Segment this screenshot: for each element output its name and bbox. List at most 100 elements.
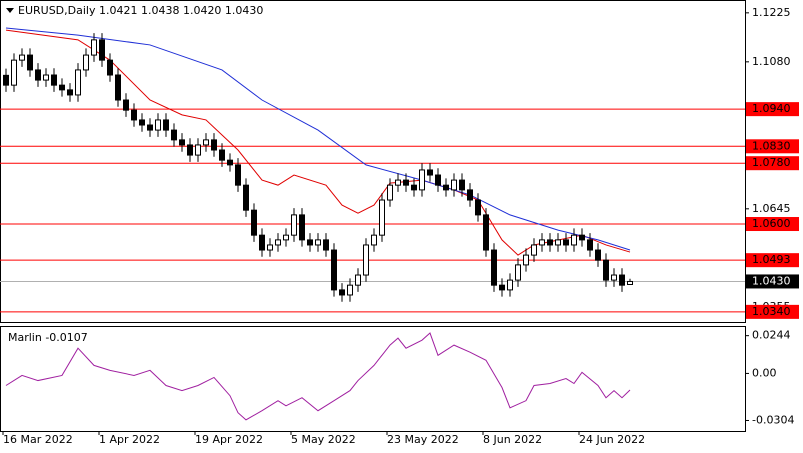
last-price-box <box>746 274 799 289</box>
level-label-box <box>746 253 799 268</box>
x-tick-label: 19 Apr 2022 <box>195 433 263 446</box>
y-tick-label: 0.0244 <box>752 329 791 342</box>
level-label-box <box>746 102 799 117</box>
candle-body <box>435 174 441 186</box>
candle-body <box>131 109 137 121</box>
candle-body <box>83 54 89 71</box>
candle-body <box>403 179 409 186</box>
candle-body <box>371 234 377 246</box>
candle-body <box>3 74 9 86</box>
candle-body <box>35 69 41 81</box>
menu-arrow <box>6 8 14 13</box>
candle-body <box>595 249 601 261</box>
candle-body <box>51 74 57 86</box>
candle-body <box>347 284 353 296</box>
candle-body <box>291 214 297 236</box>
candle-body <box>283 234 289 241</box>
candle-body <box>323 239 329 251</box>
y-tick-label: 0.00 <box>752 366 777 379</box>
candle-body <box>587 239 593 251</box>
candle-body <box>59 84 65 91</box>
level-label: 1.0940 <box>752 102 791 115</box>
candle-body <box>275 239 281 246</box>
candle-body <box>243 184 249 211</box>
x-tick-label: 24 Jun 2022 <box>579 433 645 446</box>
chart-title: EURUSD,Daily 1.0421 1.0438 1.0420 1.0430 <box>18 4 263 17</box>
candle-body <box>363 244 369 276</box>
candle-body <box>331 249 337 291</box>
candle-body <box>579 234 585 241</box>
candle-body <box>475 199 481 216</box>
level-label: 1.0780 <box>752 156 791 169</box>
candle-body <box>235 164 241 186</box>
candle-body <box>523 254 529 266</box>
candle-body <box>499 284 505 291</box>
candle-body <box>115 74 121 101</box>
candle-body <box>355 274 361 286</box>
candle-body <box>419 169 425 191</box>
candle-body <box>187 144 193 156</box>
candle-body <box>467 189 473 201</box>
x-tick-label: 23 May 2022 <box>387 433 459 446</box>
candle-body <box>627 280 633 285</box>
candle-body <box>451 179 457 191</box>
candle-body <box>67 89 73 96</box>
y-tick-label: 1.0645 <box>752 202 791 215</box>
oscillator-title: Marlin -0.0107 <box>8 331 88 344</box>
candle-body <box>315 239 321 246</box>
candle-body <box>75 69 81 96</box>
candle-body <box>483 214 489 251</box>
level-label-box <box>746 156 799 171</box>
candle-body <box>443 184 449 191</box>
oscillator-frame <box>0 326 746 432</box>
y-tick-label: 1.1225 <box>752 6 791 19</box>
oscillator-line <box>5 332 631 421</box>
candle-body <box>539 239 545 246</box>
candle-body <box>395 179 401 186</box>
candle-body <box>123 99 129 111</box>
candle-body <box>195 144 201 156</box>
candle-body <box>147 124 153 131</box>
candle-body <box>19 54 25 61</box>
candle-body <box>211 139 217 151</box>
candle-body <box>307 239 313 246</box>
candle-body <box>171 129 177 141</box>
candle-body <box>107 59 113 76</box>
candle-body <box>555 239 561 246</box>
candle-body <box>507 279 513 291</box>
candle-body <box>339 289 345 296</box>
x-tick-label: 16 Mar 2022 <box>3 433 73 446</box>
last-price-label: 1.0430 <box>752 274 791 287</box>
candle-body <box>99 39 105 61</box>
candle-body <box>139 119 145 126</box>
candle-body <box>563 239 569 246</box>
level-label: 1.0600 <box>752 217 791 230</box>
level-label-box <box>746 304 799 319</box>
candle-body <box>251 209 257 236</box>
main-frame <box>0 0 746 323</box>
candle-body <box>27 54 33 71</box>
candle-body <box>387 184 393 201</box>
candle-body <box>179 139 185 146</box>
y-tick-label: -0.0304 <box>752 413 794 426</box>
candle-body <box>91 39 97 56</box>
candle-body <box>515 264 521 281</box>
candle-body <box>259 234 265 251</box>
moving-average <box>5 29 631 256</box>
x-tick-label: 8 Jun 2022 <box>483 433 542 446</box>
level-label-box <box>746 139 799 154</box>
candle-body <box>155 119 161 131</box>
candle-body <box>547 239 553 246</box>
candle-body <box>459 179 465 191</box>
candle-body <box>411 184 417 191</box>
candle-body <box>491 249 497 286</box>
level-label: 1.0493 <box>752 253 791 266</box>
candle-body <box>379 199 385 236</box>
candle-body <box>619 274 625 286</box>
level-label-box <box>746 217 799 232</box>
candle-body <box>427 169 433 176</box>
candle-body <box>219 149 225 161</box>
